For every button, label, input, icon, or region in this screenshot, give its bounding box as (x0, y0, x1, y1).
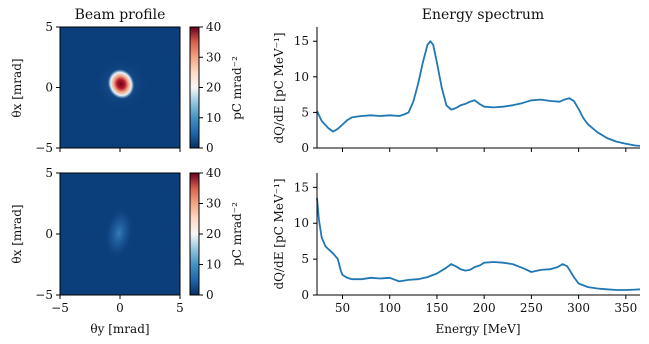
x-tick-label: 250 (520, 301, 543, 315)
x-tick-label: 350 (614, 301, 637, 315)
y-tick-label: 10 (294, 216, 309, 230)
x-tick-label: 100 (378, 301, 401, 315)
y-tick-label: 15 (294, 180, 309, 194)
colorbar-label: pC mrad⁻² (230, 56, 244, 120)
spectrum-axes (316, 173, 640, 296)
y-tick-label: 0 (301, 288, 309, 302)
spectrum-axes (316, 27, 640, 149)
y-tick-label: −5 (35, 288, 53, 302)
y-axis-label: θx [mrad] (10, 204, 24, 263)
y-tick-label: 0 (45, 81, 53, 95)
heatmap-blob (104, 207, 134, 259)
colorbar-tick-label: 10 (206, 258, 221, 272)
x-tick-label: 0 (116, 301, 124, 315)
x-tick-label: 200 (473, 301, 496, 315)
colorbar-tick-label: 40 (206, 20, 221, 34)
y-tick-label: 5 (45, 166, 53, 180)
colorbar (190, 173, 199, 295)
x-tick-label: 5 (176, 301, 184, 315)
colorbar (190, 27, 199, 148)
y-tick-label: −5 (35, 141, 53, 155)
colorbar-tick-label: 20 (206, 81, 221, 95)
spectrum-line (316, 198, 641, 291)
heatmap-ticks: 5 0 −5 (35, 20, 181, 155)
x-tick-label: 50 (335, 301, 350, 315)
y-tick-label: 5 (301, 252, 309, 266)
energy-spectrum-title: Energy spectrum (422, 7, 544, 23)
energy-spectrum-top: Energy spectrum 0 5 10 15 dQ/dE [pC MeV⁻¹] (272, 7, 641, 155)
spectrum-ticks: 0 5 10 15 (294, 34, 627, 155)
x-tick-label: 300 (567, 301, 590, 315)
colorbar-ticks: 40 30 20 10 0 (199, 166, 221, 302)
colorbar-tick-label: 0 (206, 141, 214, 155)
y-tick-label: 10 (294, 70, 309, 84)
y-axis-label: dQ/dE [pC MeV⁻¹] (272, 178, 286, 289)
beam-profile-bottom: θx [mrad] θy [mrad] −5 0 5 5 0 −5 40 30 20 10 0 p… (10, 166, 244, 336)
heatmap-core (107, 69, 135, 99)
spectrum-ticks: 50 100 150 200 250 300 350 0 5 10 15 (294, 180, 638, 315)
colorbar-tick-label: 20 (206, 227, 221, 241)
heatmap-ticks: −5 0 5 5 0 −5 (35, 166, 184, 315)
x-tick-label: −5 (51, 301, 69, 315)
colorbar-ticks: 40 30 20 10 0 (199, 20, 221, 155)
y-tick-label: 0 (45, 227, 53, 241)
y-tick-label: 5 (45, 20, 53, 34)
colorbar-tick-label: 0 (206, 288, 214, 302)
colorbar-tick-label: 30 (206, 197, 221, 211)
colorbar-tick-label: 10 (206, 111, 221, 125)
x-axis-label: θy [mrad] (90, 322, 149, 336)
y-tick-label: 15 (294, 34, 309, 48)
y-axis-label: θx [mrad] (10, 58, 24, 117)
energy-spectrum-bottom: 50 100 150 200 250 300 350 0 5 10 15 dQ/dE [pC MeV… (272, 173, 641, 336)
spectrum-line (316, 40, 641, 147)
x-tick-label: 150 (425, 301, 448, 315)
colorbar-tick-label: 30 (206, 50, 221, 64)
colorbar-tick-label: 40 (206, 166, 221, 180)
beam-profile-top: Beam profile θx [mrad] 5 0 −5 40 30 20 10 0 pC… (10, 7, 244, 155)
y-tick-label: 5 (301, 105, 309, 119)
beam-profile-title: Beam profile (75, 7, 166, 23)
y-tick-label: 0 (301, 141, 309, 155)
colorbar-label: pC mrad⁻² (230, 202, 244, 266)
y-axis-label: dQ/dE [pC MeV⁻¹] (272, 32, 286, 143)
x-axis-label: Energy [MeV] (435, 322, 520, 336)
